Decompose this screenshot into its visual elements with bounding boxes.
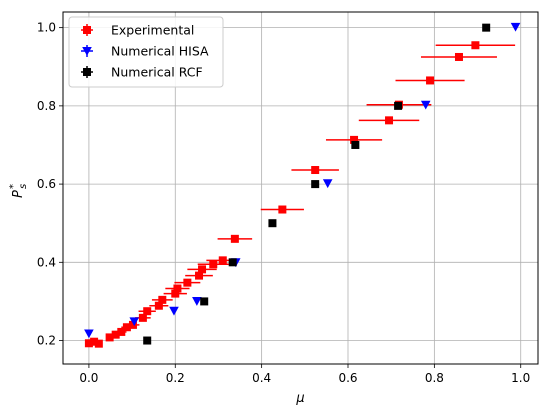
plot-frame — [62, 11, 539, 365]
legend: Experimental Numerical HISA Numerical RCF — [68, 16, 224, 88]
y-axis-label: P * s — [8, 184, 29, 198]
data-point-marker — [195, 271, 204, 280]
legend-label: Numerical RCF — [111, 65, 203, 80]
data-point-marker — [90, 337, 99, 346]
data-point-marker — [471, 41, 480, 50]
legend-label: Experimental — [111, 23, 194, 38]
data-point-marker — [268, 219, 277, 228]
y-tick-label: 0.4 — [37, 255, 56, 269]
data-point-marker — [350, 135, 359, 144]
legend-label: Numerical HISA — [111, 44, 209, 59]
data-series — [84, 22, 521, 348]
legend-box — [68, 16, 224, 88]
data-point-marker — [394, 101, 403, 110]
data-point-marker — [278, 205, 287, 214]
y-tick-label: 1.0 — [37, 21, 56, 35]
data-point-marker — [138, 313, 147, 322]
y-tick-label: 0.6 — [37, 177, 56, 191]
data-point-marker — [128, 320, 137, 329]
x-tick-label: 0.8 — [425, 371, 444, 385]
series-2 — [143, 23, 491, 345]
data-point-marker — [173, 284, 182, 293]
data-point-marker — [169, 306, 179, 316]
data-point-marker — [311, 166, 320, 175]
data-point-marker — [351, 140, 360, 149]
y-tick-label: 0.8 — [37, 99, 56, 113]
data-point-marker — [111, 330, 120, 339]
y-tick-label: 0.2 — [37, 334, 56, 348]
data-point-marker — [510, 22, 521, 32]
data-point-marker — [158, 295, 167, 304]
data-point-marker — [94, 339, 103, 348]
y-axis-label-subscript: s — [18, 184, 29, 189]
data-point-marker — [454, 52, 463, 61]
data-point-marker — [218, 256, 227, 265]
data-point-marker — [420, 100, 431, 110]
data-point-marker — [482, 23, 491, 32]
data-point-marker — [129, 317, 140, 327]
data-point-marker — [209, 260, 218, 269]
x-tick-label: 1.0 — [511, 371, 530, 385]
data-point-marker — [198, 265, 207, 274]
data-point-marker — [183, 278, 192, 287]
data-point-marker — [84, 329, 94, 339]
data-point-marker — [143, 307, 152, 316]
data-point-marker — [122, 323, 131, 332]
legend-marker — [83, 26, 91, 34]
series-0 — [84, 41, 516, 348]
x-tick-label: 0.0 — [79, 371, 98, 385]
data-point-marker — [154, 301, 163, 310]
data-point-marker — [311, 180, 320, 189]
legend-marker — [83, 68, 91, 76]
axis-ticks: 0.0 0.2 0.4 0.6 0.8 1.0 0.2 0.4 0.6 0.8 1.0 — [37, 21, 530, 385]
x-tick-label: 0.2 — [166, 371, 185, 385]
data-point-marker — [200, 297, 209, 306]
y-axis-label-main: P — [11, 190, 26, 198]
x-tick-label: 0.4 — [252, 371, 271, 385]
data-point-marker — [117, 327, 126, 336]
data-point-marker — [171, 289, 180, 298]
data-point-marker — [230, 234, 239, 243]
data-point-marker — [385, 116, 394, 125]
x-tick-label: 0.6 — [338, 371, 357, 385]
x-axis-label: μ — [295, 391, 304, 406]
data-point-marker — [426, 76, 435, 85]
data-point-marker — [105, 333, 114, 342]
data-point-marker — [143, 336, 152, 345]
data-point-marker — [228, 258, 237, 267]
data-point-marker — [192, 297, 202, 306]
data-point-marker — [84, 339, 93, 348]
legend-marker — [82, 47, 92, 56]
data-point-marker — [322, 179, 333, 189]
y-axis-label-superscript: * — [8, 184, 19, 189]
